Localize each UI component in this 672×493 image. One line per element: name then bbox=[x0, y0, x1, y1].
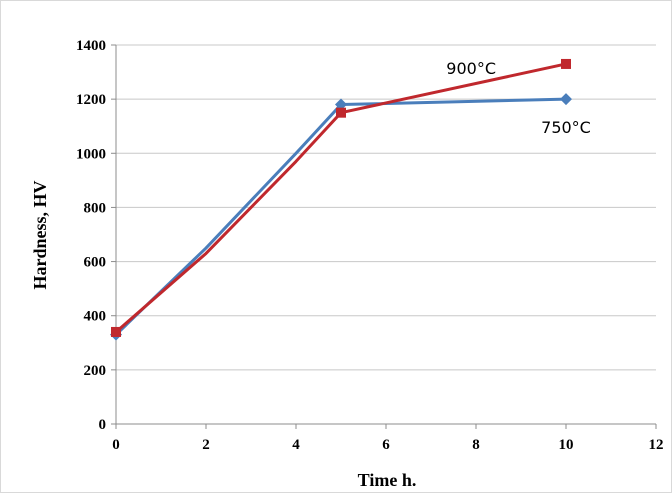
y-tick-label-600: 600 bbox=[84, 255, 107, 271]
x-tick-label-4: 4 bbox=[292, 437, 300, 453]
series-group bbox=[110, 58, 572, 341]
y-tick-labels: 0 200 400 600 800 1000 1200 1400 bbox=[76, 38, 106, 433]
y-tick-label-200: 200 bbox=[84, 363, 107, 379]
marker-900-4 bbox=[561, 58, 571, 69]
series-label-750: 750°C bbox=[541, 118, 591, 137]
x-tick-label-0: 0 bbox=[112, 437, 120, 453]
y-tick-label-1400: 1400 bbox=[76, 38, 106, 54]
x-tick-label-8: 8 bbox=[472, 437, 480, 453]
marker-900-3 bbox=[336, 107, 346, 118]
y-tick-label-0: 0 bbox=[99, 417, 107, 433]
y-tick-label-1200: 1200 bbox=[76, 92, 106, 108]
series-labels: 750°C 900°C bbox=[446, 59, 591, 137]
x-axis-title: Time h. bbox=[358, 470, 417, 490]
series-label-900: 900°C bbox=[446, 59, 496, 78]
x-tick-label-10: 10 bbox=[559, 437, 574, 453]
marker-750-4 bbox=[560, 93, 572, 106]
axes bbox=[111, 44, 657, 429]
x-tick-label-12: 12 bbox=[649, 437, 664, 453]
y-tick-label-400: 400 bbox=[84, 309, 107, 325]
marker-900-0 bbox=[111, 326, 121, 337]
x-tick-labels: 0 2 4 6 8 10 12 bbox=[112, 437, 663, 453]
x-tick-label-6: 6 bbox=[382, 437, 390, 453]
x-tick-label-2: 2 bbox=[202, 437, 210, 453]
series-line-900 bbox=[115, 62, 567, 334]
marker-750-3 bbox=[335, 98, 347, 111]
series-line-750 bbox=[114, 97, 567, 336]
y-tick-label-800: 800 bbox=[84, 200, 107, 216]
y-axis-title: Hardness, HV bbox=[30, 180, 50, 289]
y-tick-label-1000: 1000 bbox=[76, 146, 106, 162]
